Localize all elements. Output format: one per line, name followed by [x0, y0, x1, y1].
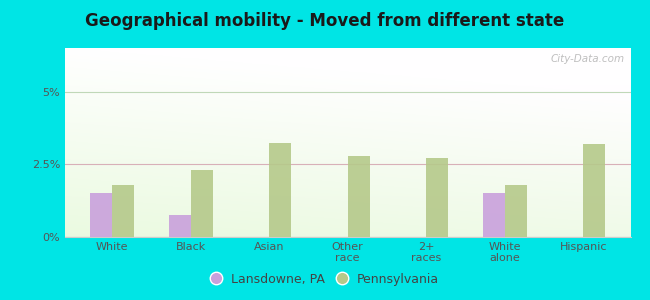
- Bar: [269, 142, 291, 237]
- Text: Geographical mobility - Moved from different state: Geographical mobility - Moved from diffe…: [85, 12, 565, 30]
- Bar: [112, 185, 134, 237]
- Bar: [348, 156, 370, 237]
- Text: City-Data.com: City-Data.com: [551, 54, 625, 64]
- Bar: [584, 144, 605, 237]
- Legend: Lansdowne, PA, Pennsylvania: Lansdowne, PA, Pennsylvania: [206, 268, 444, 291]
- Bar: [426, 158, 448, 237]
- Bar: [169, 215, 190, 237]
- Bar: [190, 170, 213, 237]
- Bar: [90, 194, 112, 237]
- Bar: [483, 194, 505, 237]
- Bar: [505, 185, 527, 237]
